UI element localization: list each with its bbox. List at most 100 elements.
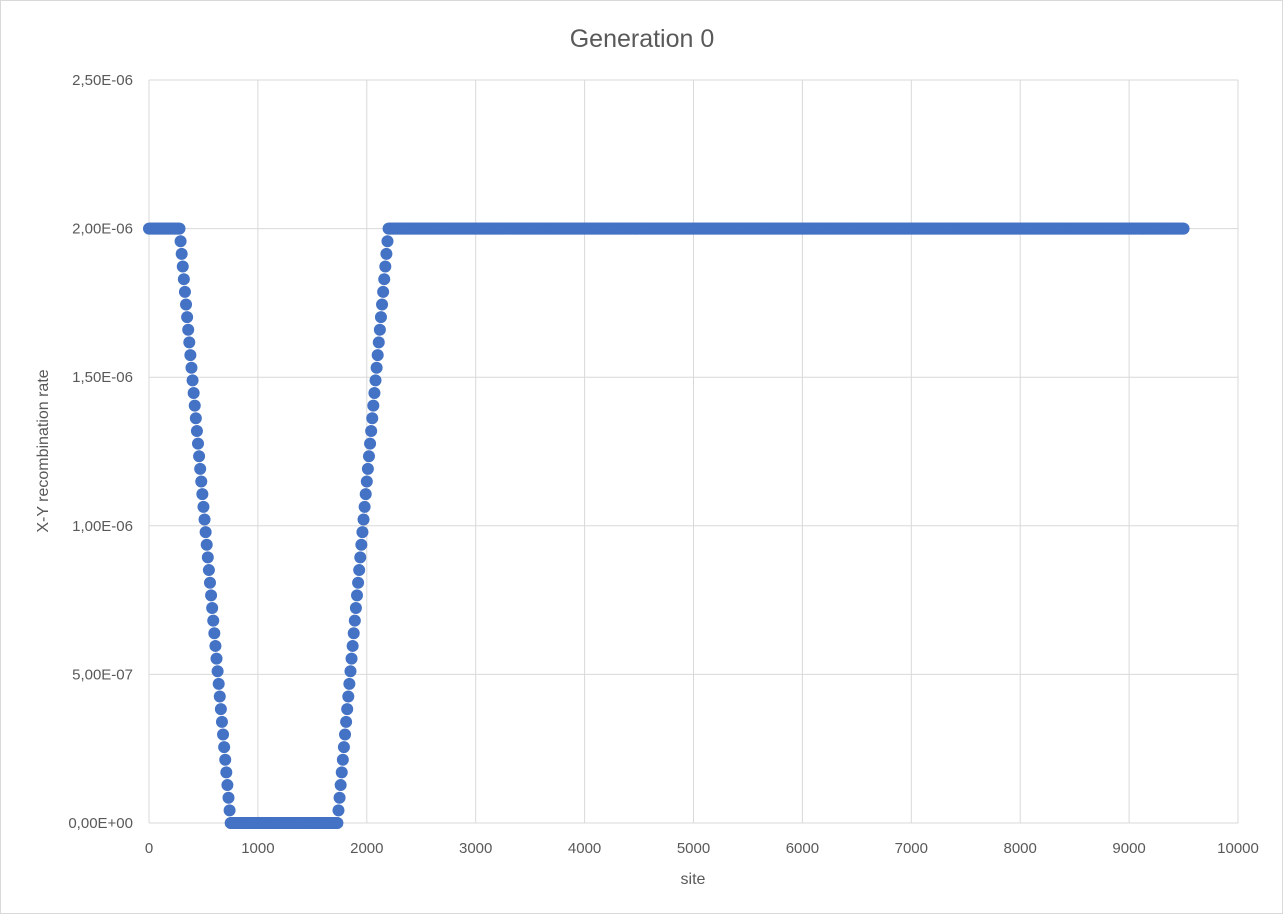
data-point bbox=[331, 817, 344, 829]
data-point bbox=[205, 589, 218, 602]
data-point bbox=[334, 779, 347, 792]
data-point bbox=[377, 285, 390, 298]
data-point bbox=[201, 551, 214, 564]
y-tick-label: 0,00E+00 bbox=[68, 815, 133, 832]
data-point bbox=[195, 475, 208, 488]
data-point bbox=[189, 412, 202, 425]
data-point bbox=[380, 247, 393, 260]
data-point bbox=[175, 247, 188, 260]
data-point bbox=[209, 639, 222, 652]
x-tick-label: 9000 bbox=[1112, 840, 1145, 857]
x-tick-label: 2000 bbox=[350, 840, 383, 857]
x-tick-label: 7000 bbox=[895, 840, 928, 857]
data-point bbox=[343, 677, 356, 690]
data-point bbox=[371, 349, 384, 362]
data-point bbox=[180, 298, 193, 311]
data-point bbox=[339, 728, 352, 741]
data-point bbox=[378, 273, 391, 286]
data-point bbox=[335, 766, 348, 779]
data-point bbox=[218, 741, 231, 754]
data-point bbox=[212, 677, 225, 690]
data-point bbox=[178, 285, 191, 298]
data-point bbox=[352, 576, 365, 589]
data-point bbox=[208, 627, 221, 640]
data-point bbox=[184, 349, 197, 362]
data-point bbox=[206, 602, 219, 614]
data-point bbox=[185, 361, 198, 374]
data-point bbox=[381, 235, 394, 248]
data-point bbox=[367, 399, 380, 412]
data-point bbox=[186, 374, 199, 387]
data-point bbox=[347, 627, 360, 640]
data-point bbox=[351, 589, 363, 602]
x-tick-label: 5000 bbox=[677, 840, 710, 857]
data-point bbox=[354, 551, 367, 564]
data-point bbox=[340, 715, 353, 728]
x-tick-label: 1000 bbox=[241, 840, 274, 857]
x-tick-label: 10000 bbox=[1217, 840, 1259, 857]
data-point bbox=[368, 387, 381, 400]
data-point bbox=[379, 260, 392, 273]
data-point bbox=[187, 387, 200, 400]
data-point bbox=[355, 538, 368, 551]
data-point bbox=[182, 323, 195, 336]
data-point bbox=[360, 475, 373, 488]
data-point bbox=[219, 753, 232, 766]
gridlines bbox=[148, 79, 1239, 824]
data-point bbox=[366, 412, 379, 425]
data-point bbox=[214, 703, 227, 716]
x-tick-label: 0 bbox=[145, 840, 153, 857]
data-point bbox=[345, 652, 358, 665]
data-point bbox=[223, 804, 236, 817]
chart-title: Generation 0 bbox=[570, 25, 715, 53]
data-point bbox=[332, 804, 345, 817]
data-point bbox=[221, 779, 234, 792]
data-point bbox=[181, 311, 194, 324]
data-point bbox=[196, 488, 209, 501]
data-point bbox=[337, 741, 350, 754]
y-tick-label: 1,50E-06 bbox=[72, 369, 133, 386]
data-point bbox=[176, 260, 189, 273]
data-point bbox=[210, 652, 223, 665]
x-tick-label: 6000 bbox=[786, 840, 819, 857]
data-point bbox=[193, 450, 206, 463]
data-point bbox=[200, 538, 213, 551]
data-point bbox=[362, 450, 375, 463]
data-point bbox=[356, 526, 369, 539]
data-point bbox=[373, 323, 386, 336]
data-point bbox=[174, 235, 187, 248]
data-point bbox=[342, 690, 355, 703]
data-point bbox=[361, 462, 374, 475]
data-point bbox=[341, 703, 354, 716]
data-point bbox=[358, 500, 371, 513]
data-point bbox=[207, 614, 220, 627]
data-point bbox=[217, 728, 230, 741]
data-point bbox=[1177, 222, 1190, 235]
data-point bbox=[198, 513, 211, 526]
data-point bbox=[336, 753, 349, 766]
data-point bbox=[365, 424, 378, 437]
data-point bbox=[357, 513, 370, 526]
data-point bbox=[188, 399, 201, 412]
data-point bbox=[183, 336, 196, 349]
data-points bbox=[143, 222, 1190, 829]
x-tick-label: 4000 bbox=[568, 840, 601, 857]
data-point bbox=[333, 791, 346, 804]
data-point bbox=[349, 602, 362, 614]
data-point bbox=[213, 690, 226, 703]
data-point bbox=[197, 500, 210, 513]
data-point bbox=[344, 665, 357, 678]
y-axis-title: X-Y recombination rate bbox=[35, 369, 52, 532]
data-point bbox=[194, 462, 207, 475]
data-point bbox=[202, 564, 215, 577]
data-point bbox=[220, 766, 233, 779]
data-point bbox=[199, 526, 212, 539]
y-tick-label: 1,00E-06 bbox=[72, 518, 133, 535]
data-point bbox=[192, 437, 204, 450]
tick-labels: 0 1000 2000 3000 4000 5000 6000 7000 8000 9000 100… bbox=[68, 72, 1259, 857]
data-point bbox=[203, 576, 216, 589]
x-tick-label: 8000 bbox=[1004, 840, 1037, 857]
data-point bbox=[346, 639, 359, 652]
data-point bbox=[369, 374, 382, 387]
